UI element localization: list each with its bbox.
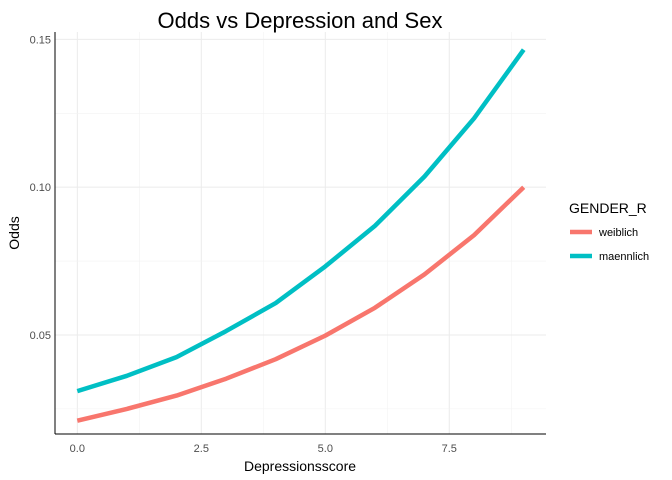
- x-tick-label: 7.5: [442, 443, 457, 455]
- y-axis-title: Odds: [6, 216, 22, 249]
- series-lines: [76, 48, 526, 423]
- legend-title: GENDER_R: [569, 200, 647, 216]
- axes: [54, 32, 546, 435]
- x-tick-label: 2.5: [194, 443, 209, 455]
- x-tick-label: 5.0: [318, 443, 333, 455]
- y-tick-label: 0.10: [30, 182, 51, 194]
- x-tick-labels: 0.0 2.5 5.0 7.5: [70, 443, 457, 455]
- grid-lines: [55, 32, 546, 434]
- y-tick-label: 0.05: [30, 330, 51, 342]
- series-line-weiblich: [76, 185, 526, 423]
- legend-label-weiblich: weiblich: [598, 227, 638, 239]
- chart-title: Odds vs Depression and Sex: [158, 8, 443, 33]
- legend-label-maennlich: maennlich: [599, 251, 649, 263]
- legend: GENDER_R weiblich maennlich: [569, 200, 649, 263]
- x-axis-title: Depressionsscore: [244, 458, 356, 474]
- y-tick-labels: 0.05 0.10 0.15: [30, 34, 51, 342]
- series-line-maennlich: [76, 48, 526, 394]
- x-tick-label: 0.0: [70, 443, 85, 455]
- y-tick-label: 0.15: [30, 34, 51, 46]
